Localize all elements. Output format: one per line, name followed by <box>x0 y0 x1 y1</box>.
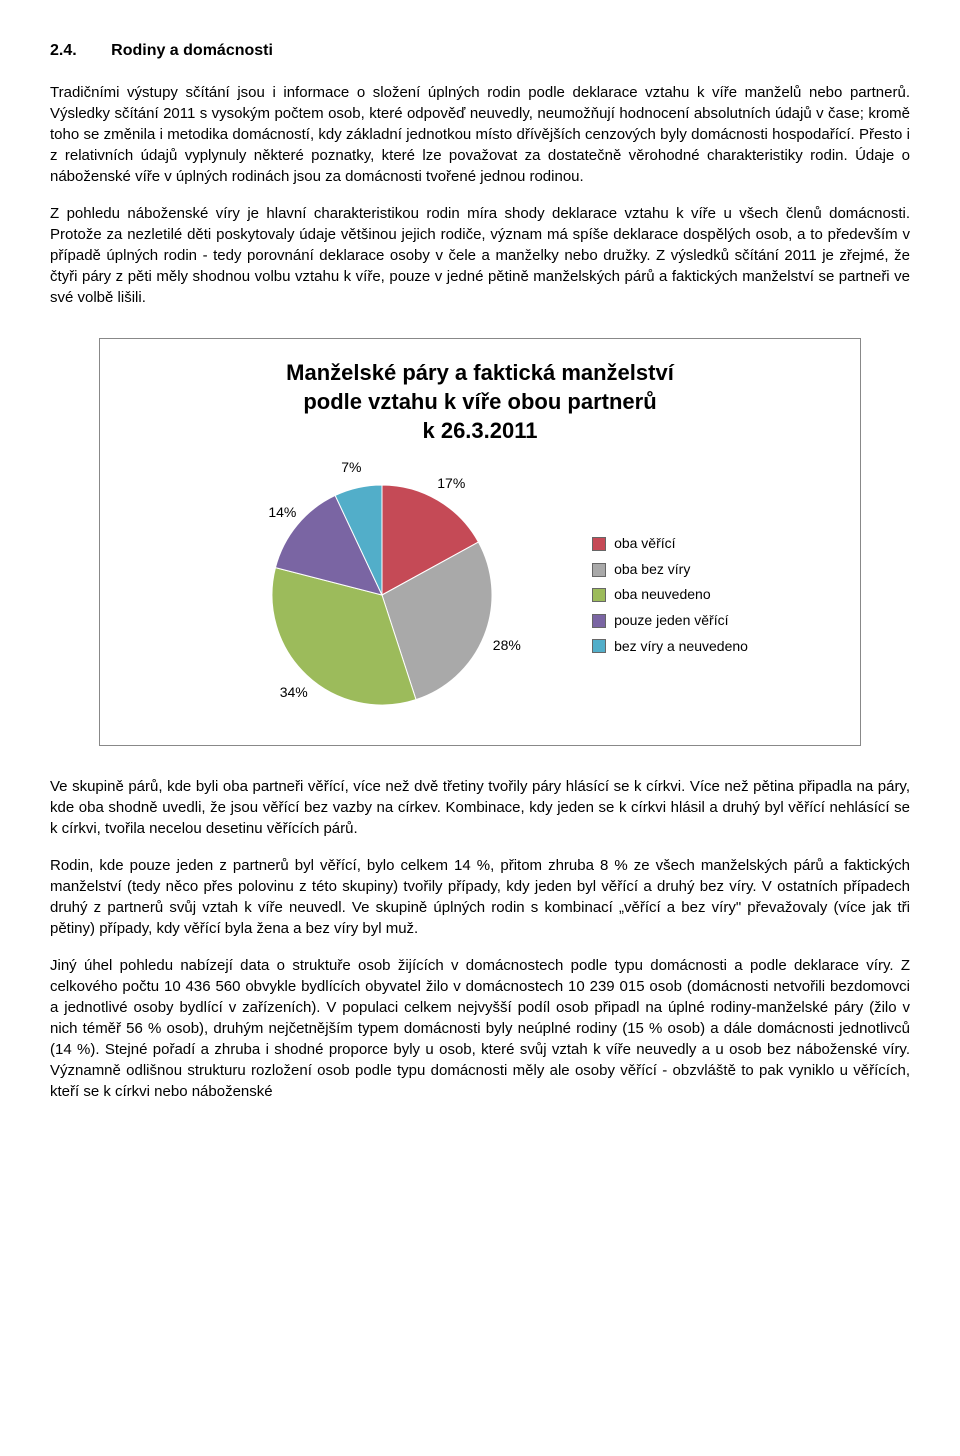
chart-title-line1: Manželské páry a faktická manželství <box>286 360 674 385</box>
chart-legend: oba věřící oba bez víry oba neuvedeno pouze… <box>592 528 748 662</box>
paragraph-1: Tradičními výstupy sčítání jsou i inform… <box>50 82 910 187</box>
paragraph-3: Ve skupině párů, kde byli oba partneři v… <box>50 776 910 839</box>
paragraph-4: Rodin, kde pouze jeden z partnerů byl vě… <box>50 855 910 939</box>
paragraph-2: Z pohledu náboženské víry je hlavní char… <box>50 203 910 308</box>
pie-data-label: 34% <box>280 683 308 703</box>
legend-label: oba neuvedeno <box>614 585 711 605</box>
chart-title: Manželské páry a faktická manželství pod… <box>120 359 840 445</box>
legend-swatch <box>592 614 606 628</box>
legend-swatch <box>592 537 606 551</box>
legend-label: oba věřící <box>614 534 675 554</box>
legend-item: bez víry a neuvedeno <box>592 637 748 657</box>
section-title: Rodiny a domácnosti <box>111 42 273 59</box>
pie-data-label: 28% <box>493 636 521 656</box>
chart-title-line2: podle vztahu k víře obou partnerů <box>303 389 656 414</box>
pie-data-label: 17% <box>437 474 465 494</box>
legend-label: oba bez víry <box>614 560 690 580</box>
chart-body: 17%28%34%14%7% oba věřícíoba bez víryoba… <box>120 465 840 725</box>
legend-label: bez víry a neuvedeno <box>614 637 748 657</box>
legend-swatch <box>592 563 606 577</box>
pie-wrap: 17%28%34%14%7% <box>212 465 552 725</box>
pie-data-label: 14% <box>268 503 296 523</box>
pie-data-label: 7% <box>341 458 361 478</box>
chart-title-line3: k 26.3.2011 <box>422 418 537 443</box>
paragraph-5: Jiný úhel pohledu nabízejí data o strukt… <box>50 955 910 1102</box>
pie-chart-container: Manželské páry a faktická manželství pod… <box>99 338 861 746</box>
legend-item: pouze jeden věřící <box>592 611 748 631</box>
legend-swatch <box>592 639 606 653</box>
legend-label: pouze jeden věřící <box>614 611 728 631</box>
legend-swatch <box>592 588 606 602</box>
legend-item: oba neuvedeno <box>592 585 748 605</box>
legend-item: oba věřící <box>592 534 748 554</box>
section-number: 2.4. <box>50 40 77 62</box>
pie-svg <box>212 465 552 725</box>
section-heading: 2.4. Rodiny a domácnosti <box>50 40 910 62</box>
legend-item: oba bez víry <box>592 560 748 580</box>
